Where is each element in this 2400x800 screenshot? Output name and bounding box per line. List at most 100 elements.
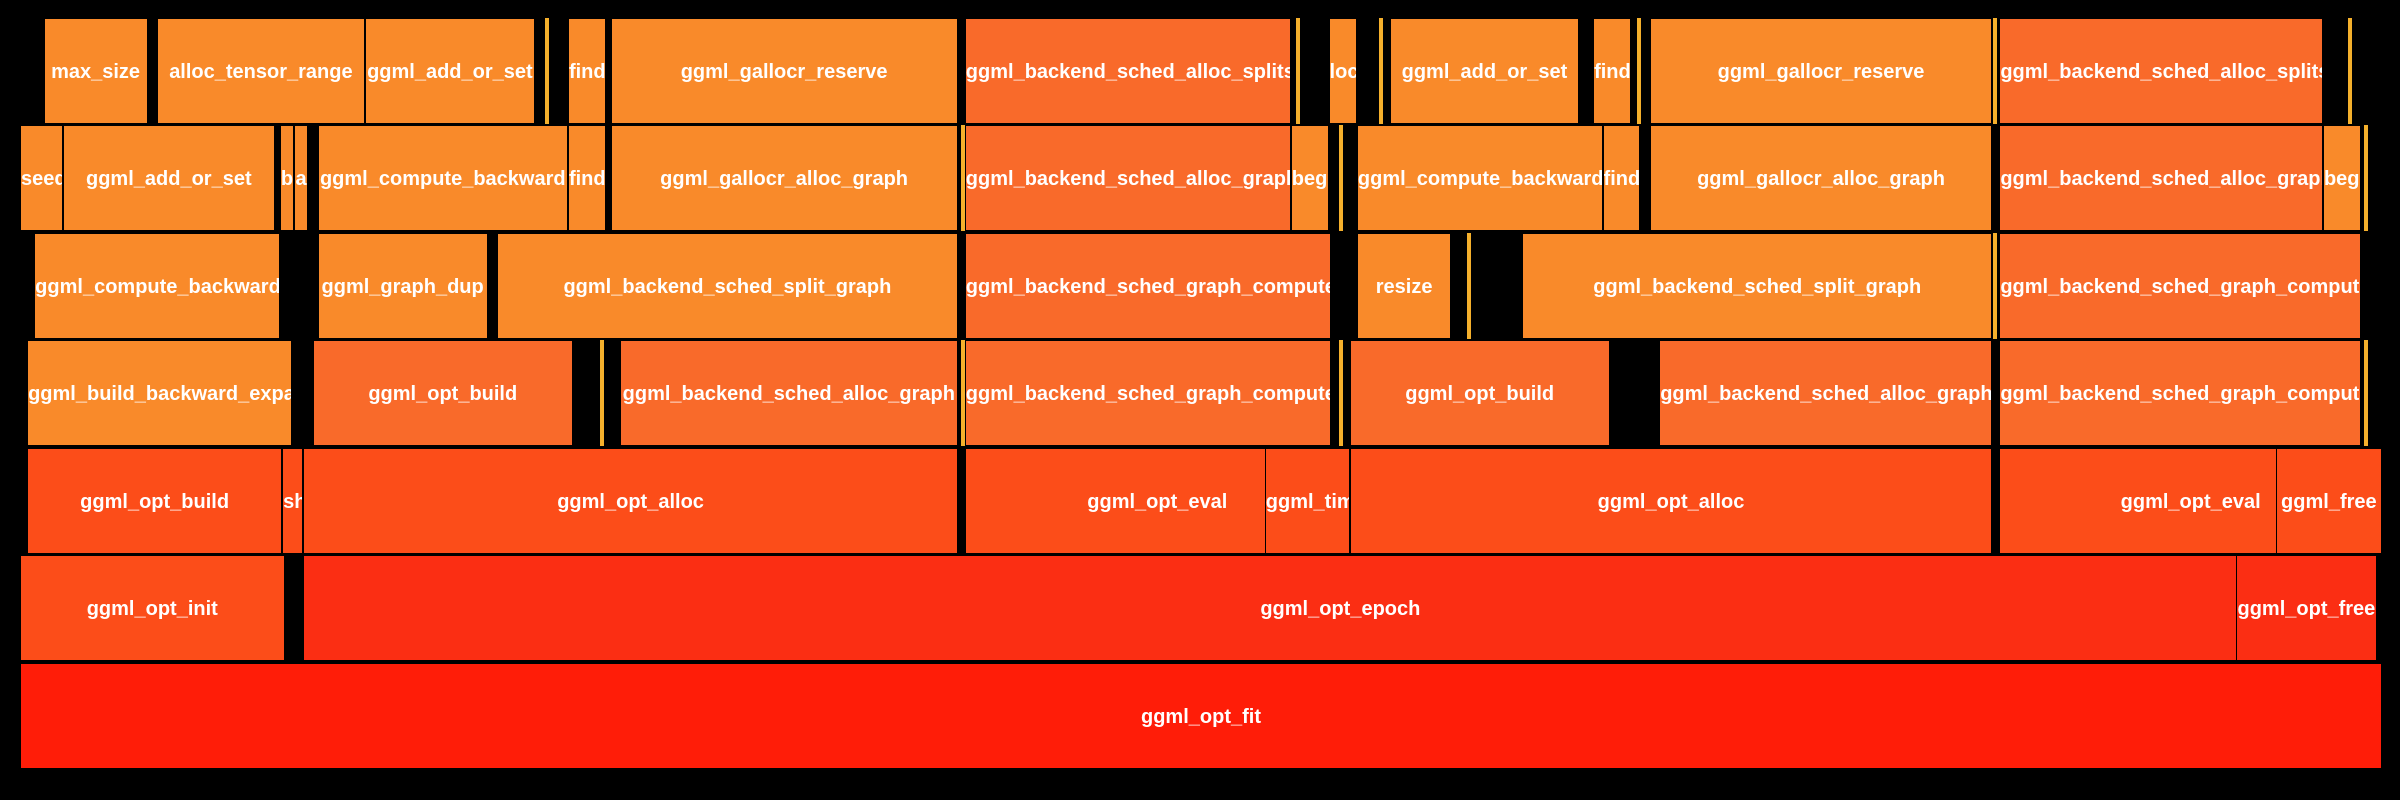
frame-lock[interactable]: lock [1328,17,1357,124]
frame-label: seed [21,168,62,190]
frame-label: ggml_opt_alloc [557,490,704,513]
frame-label: shuffle [283,490,302,513]
frame-ggml-backend-sched-graph-compute[interactable]: ggml_backend_sched_graph_compute [964,340,1331,446]
frame-ggml-backend-sched-alloc-splits[interactable]: ggml_backend_sched_alloc_splits [1999,17,2323,124]
frame-ggml-add-or-set[interactable]: ggml_add_or_set [62,125,276,231]
frame-ggml-backend-sched-alloc-graph[interactable]: ggml_backend_sched_alloc_graph [1999,125,2323,231]
frame-label: ggml_backend_sched_graph_compute_async [965,275,1330,298]
frame-ggml-free[interactable]: ggml_free [2275,447,2382,554]
frame-label: ggml_add_or_set [86,168,252,190]
frame-resize[interactable]: resize [1356,232,1452,339]
frame-label: ggml_compute_backward [319,168,566,190]
frame-ggml-add-or-set[interactable]: ggml_add_or_set [1389,17,1579,124]
frame-ggml-compute-backward[interactable]: ggml_compute_backward [34,232,280,339]
frame-label: ggml_opt_build [368,383,518,405]
frame-label: ggml_backend_sched_alloc_graph [1660,383,1992,405]
frame-label: ggml_add_or_set [1401,60,1568,83]
frame-label: ggml_opt_free [2237,598,2376,620]
frame-ggml-gallocr-alloc-graph[interactable]: ggml_gallocr_alloc_graph [610,125,958,231]
frame-ggml-gallocr-reserve[interactable]: ggml_gallocr_reserve [1649,17,1993,124]
frame-ggml-backend-sched-split-graph[interactable]: ggml_backend_sched_split_graph [497,232,958,339]
frame-label: ggml_backend_sched_alloc_graph [965,168,1290,190]
frame-ggml-opt-build[interactable]: ggml_opt_build [1349,340,1610,446]
frame-ggml-add-or-set[interactable]: ggml_add_or_set [364,17,535,124]
frame-label: ggml_backend_sched_graph_compute [2000,383,2360,405]
frame-label: ggml_opt_fit [1141,705,1261,728]
frame-label: ggml_opt_eval [2120,490,2261,513]
frame-max-size[interactable]: max_size [43,17,148,124]
frame-label: ggml_backend_sched_alloc_splits [2000,60,2322,83]
frame-label: alloc_tensor_range [169,60,353,83]
sample-sliver [1295,17,1302,124]
frame-label: ggml_add_or_set [367,60,533,83]
frame-label: ggml_opt_build [1405,383,1555,405]
frame-find[interactable]: find [1602,125,1641,231]
frame-label: ggml_opt_alloc [1597,490,1745,513]
sample-sliver [1992,17,1999,124]
frame-label: ggml_opt_eval [1087,490,1228,513]
frame-label: ggml_backend_sched_graph_compute_async [2000,275,2360,298]
frame-ggml-gallocr-reserve[interactable]: ggml_gallocr_reserve [610,17,958,124]
frame-seed[interactable]: seed [20,125,63,231]
frame-label: ggml_compute_backward [1357,168,1602,190]
frame-find[interactable]: find [1593,17,1631,124]
frame-ggml-backend-sched-alloc-graph[interactable]: ggml_backend_sched_alloc_graph [619,340,958,446]
frame-ggml-backend-sched-graph-compute-async[interactable]: ggml_backend_sched_graph_compute_async [964,232,1331,339]
sample-sliver [1465,232,1472,339]
frame-find[interactable]: find [567,125,606,231]
frame-ggml-gallocr-alloc-graph[interactable]: ggml_gallocr_alloc_graph [1649,125,1993,231]
frame-label: ggml_opt_init [86,598,218,620]
frame-ggml-opt-init[interactable]: ggml_opt_init [20,555,285,661]
frame-ggml-backend-sched-alloc-graph[interactable]: ggml_backend_sched_alloc_graph [964,125,1291,231]
frame-ggml-backend-sched-graph-compute[interactable]: ggml_backend_sched_graph_compute [1999,340,2361,446]
frame-label: ggml_backend_sched_alloc_graph [2000,168,2322,190]
frame-ggml-compute-backward[interactable]: ggml_compute_backward [317,125,568,231]
frame-ggml-opt-build[interactable]: ggml_opt_build [27,447,283,554]
frame-ggml-opt-alloc[interactable]: ggml_opt_alloc [1349,447,1993,554]
frame-ggml-opt-fit[interactable]: ggml_opt_fit [20,662,2382,769]
frame-ggml-backend-sched-split-graph[interactable]: ggml_backend_sched_split_graph [1522,232,1993,339]
frame-ggml-build-backward-expand[interactable]: ggml_build_backward_expand [27,340,292,446]
frame-label: ggml_backend_sched_split_graph [1593,275,1922,298]
frame-label: begin [2323,168,2360,190]
frame-ggml-time-us[interactable]: ggml_time_us [1264,447,1350,554]
sample-sliver [1337,340,1344,446]
frame-ggml-opt-epoch[interactable]: ggml_opt_epoch [303,555,2378,661]
sample-sliver [1992,232,1999,339]
frame-label: find [568,168,605,190]
frame-label: ggml_gallocr_reserve [680,60,888,83]
frame-label: b [280,168,293,190]
frame-label: lock [1329,60,1356,83]
frame-ggml-backend-sched-alloc-graph[interactable]: ggml_backend_sched_alloc_graph [1659,340,1993,446]
frame-label: a [295,168,307,190]
sample-sliver [2363,125,2370,231]
frame-find[interactable]: find [567,17,606,124]
frame-ggml-opt-free[interactable]: ggml_opt_free [2235,555,2378,661]
sample-sliver [544,17,551,124]
frame-label: ggml_backend_sched_graph_compute [965,383,1330,405]
sample-sliver [2363,340,2370,446]
frame-label: ggml_free [2281,490,2377,513]
frame-begin[interactable]: begin [1290,125,1329,231]
sample-sliver [598,340,605,446]
frame-ggml-compute-backward[interactable]: ggml_compute_backward [1356,125,1603,231]
frame-label: find [1594,60,1630,83]
frame-b[interactable]: b [279,125,294,231]
frame-label: ggml_gallocr_reserve [1717,60,1925,83]
frame-ggml-backend-sched-alloc-splits[interactable]: ggml_backend_sched_alloc_splits [964,17,1291,124]
frame-label: ggml_opt_epoch [1260,598,1421,620]
frame-ggml-opt-alloc[interactable]: ggml_opt_alloc [303,447,958,554]
frame-begin[interactable]: begin [2322,125,2361,231]
frame-alloc-tensor-range[interactable]: alloc_tensor_range [156,17,365,124]
sample-sliver [1378,17,1385,124]
frame-ggml-graph-dup[interactable]: ggml_graph_dup [317,232,488,339]
frame-shuffle[interactable]: shuffle [282,447,304,554]
frame-label: ggml_time_us [1265,490,1349,513]
frame-a[interactable]: a [293,125,309,231]
frame-label: ggml_build_backward_expand [28,383,291,405]
sample-sliver [1635,17,1642,124]
frame-label: find [568,60,605,83]
frame-ggml-backend-sched-graph-compute-async[interactable]: ggml_backend_sched_graph_compute_async [1999,232,2361,339]
frame-ggml-opt-build[interactable]: ggml_opt_build [312,340,573,446]
